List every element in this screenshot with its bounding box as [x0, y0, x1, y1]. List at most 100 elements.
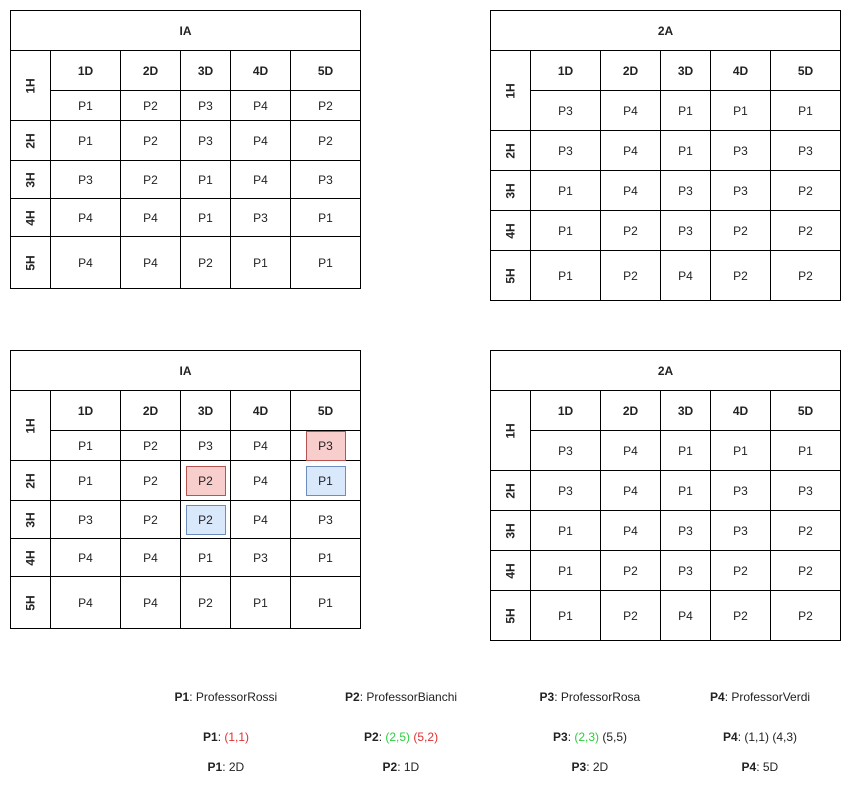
slot-cell: P1	[531, 251, 601, 301]
slot-value: P1	[78, 473, 93, 488]
legend-key: P4	[741, 760, 757, 774]
slot-cell: P2	[601, 211, 661, 251]
slot-value: P1	[678, 143, 693, 158]
slot-value: P4	[623, 103, 638, 118]
slot-cell: P1	[231, 237, 291, 289]
slot-cell: P4	[121, 577, 181, 629]
slot-value: P2	[798, 183, 813, 198]
table-title: IA	[11, 351, 361, 391]
hour-label: 3H	[11, 161, 51, 199]
slot-value: P1	[198, 172, 213, 187]
slot-cell: P3	[711, 171, 771, 211]
names: P1: ProfessorRossi	[175, 690, 278, 704]
slot-value: P1	[678, 483, 693, 498]
slot-value: P3	[253, 550, 268, 565]
slot-cell: P2	[771, 591, 841, 641]
hour-label: 4H	[491, 211, 531, 251]
slot-value: P2	[798, 563, 813, 578]
table-title: 2A	[491, 351, 841, 391]
legend-value: : ProfessorRosa	[554, 690, 641, 704]
highlighted-slot-blue: P2	[185, 504, 226, 535]
slot-value: P2	[733, 563, 748, 578]
hour-row-3: 3H P3 P2 P2 P4 P3	[11, 501, 361, 539]
legend-key: P1	[203, 730, 218, 744]
slot-value: P3	[798, 483, 813, 498]
slot-cell: P1	[291, 577, 361, 629]
slot-value: P3	[733, 523, 748, 538]
hour-label: 1H	[491, 51, 531, 131]
slot-value: P1	[318, 595, 333, 610]
slot-cell: P4	[601, 431, 661, 471]
constraints: P2: (2,5) (5,2)	[364, 730, 438, 744]
slot-cell: P2	[771, 171, 841, 211]
slot-value: P2	[798, 608, 813, 623]
hour-label-text: 3H	[23, 171, 38, 188]
slot-cell: P2	[711, 251, 771, 301]
slot-cell: P1	[291, 461, 361, 501]
hour-label-text: 2H	[23, 132, 38, 149]
slot-cell: P3	[231, 539, 291, 577]
legend-value: : 1D	[397, 760, 420, 774]
slot-value: P2	[733, 223, 748, 238]
slot-row: P4 P4 P2 P1 P1	[51, 577, 361, 629]
slot-value: P3	[678, 523, 693, 538]
day-header: 4D	[231, 51, 291, 91]
day-header-row: 1D 2D 3D 4D 5D	[51, 51, 361, 91]
hour-row-2: 2H P3 P4 P1 P3 P3	[491, 131, 841, 171]
slot-cell: P4	[601, 131, 661, 171]
slot-value: P3	[678, 183, 693, 198]
slot-cell: P1	[661, 431, 711, 471]
constraints: P4: (1,1) (4,3)	[723, 730, 797, 744]
hour-label-text: 3H	[23, 511, 38, 528]
slot-value: P2	[798, 223, 813, 238]
hour-label: 2H	[491, 471, 531, 511]
day-header: 5D	[291, 51, 361, 91]
hour-label: 2H	[11, 121, 51, 161]
days: P3: 2D	[572, 760, 609, 774]
hour-row-5: 5H P4 P4 P2 P1 P1	[11, 237, 361, 289]
legend-key: P1	[207, 760, 223, 774]
slot-value: P4	[253, 172, 268, 187]
slot-cell: P2	[121, 461, 181, 501]
slot-value: P2	[623, 268, 638, 283]
slot-cell: P2	[121, 121, 181, 161]
slot-value: P3	[558, 143, 573, 158]
slot-row: P1 P2 P3 P2 P2	[531, 551, 841, 591]
legend-sep: :	[737, 730, 745, 744]
slot-cell: P2	[121, 161, 181, 199]
slot-value: P3	[558, 103, 573, 118]
slot-cell: P4	[51, 199, 121, 237]
slot-value: P2	[623, 223, 638, 238]
hour-label-text: 1H	[503, 82, 518, 99]
timetable-1: IA 1H 1D 2D 3D 4D 5D P1 P2 P3 P4 P2 2H P1 P2 P3 P4 P2 3H P3…	[10, 10, 361, 289]
slot-cell: P3	[661, 171, 711, 211]
hour-label-text: 2H	[23, 472, 38, 489]
slot-cell: P4	[601, 171, 661, 211]
slot-cell: P1	[181, 539, 231, 577]
slot-cell: P3	[661, 211, 711, 251]
hour-label-text: 4H	[503, 222, 518, 239]
hour-row-5: 5H P1 P2 P4 P2 P2	[491, 251, 841, 301]
day-header: 2D	[121, 391, 181, 431]
day-header: 4D	[231, 391, 291, 431]
slot-cell: P2	[711, 211, 771, 251]
slot-cell: P4	[601, 471, 661, 511]
slot-value: P4	[253, 512, 268, 527]
slot-cell: P4	[51, 539, 121, 577]
slot-value: P4	[678, 268, 693, 283]
day-header: 3D	[661, 391, 711, 431]
slot-cell: P1	[531, 211, 601, 251]
days: P1: 2D	[208, 760, 245, 774]
legend-key: P4	[723, 730, 738, 744]
legend-key: P2	[345, 690, 360, 704]
day-header: 3D	[661, 51, 711, 91]
slot-cell: P4	[231, 461, 291, 501]
hour-label: 5H	[11, 237, 51, 289]
hour-label: 4H	[11, 199, 51, 237]
slot-value: P3	[733, 483, 748, 498]
slot-value: P4	[143, 210, 158, 225]
slot-value: P3	[678, 223, 693, 238]
slot-cell: P4	[121, 199, 181, 237]
slot-value: P1	[558, 183, 573, 198]
constraint-part: (1,1) (4,3)	[744, 730, 798, 744]
